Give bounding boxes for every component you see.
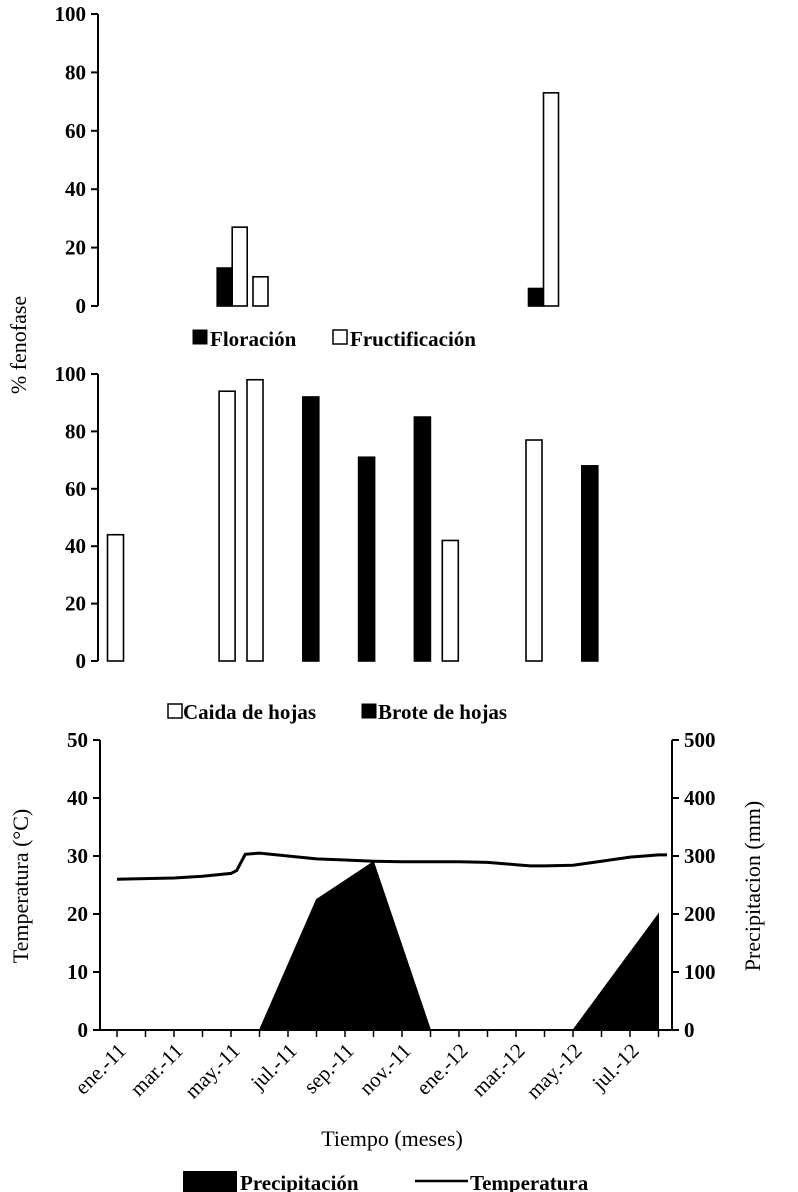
climate-right-tick-label: 0 [684,1018,695,1042]
temperature-line [116,851,668,881]
reproductive-bar-floraci-n-abr.-12 [527,287,545,307]
leaf-y-ticks: 0 20 40 60 80 100 [55,362,98,673]
climate-left-tick-label: 40 [67,786,88,810]
climate-right-ylabel: Precipitacion (mm) [740,801,765,971]
leaf-ytick-label: 100 [55,362,87,386]
legend-caida-swatch [167,703,183,719]
leaf-legend: Caida de hojas Brote de hojas [167,700,507,724]
reproductive-bar-fructificaci-n-jun.-11 [252,275,269,307]
climate-left-tick-label: 50 [67,728,88,752]
leaf-bar-caida-de-hojas-may.-11 [218,390,236,662]
climate-right-tick-label: 300 [684,844,716,868]
leaf-bars [106,378,599,662]
climate-right-ticks: 0 100 200 300 400 500 [672,728,716,1042]
leaf-bar-brote-de-hojas-dic.-11 [413,416,432,662]
climate-right-tick-label: 200 [684,902,716,926]
reproductive-bar-floraci-n-may.-11 [216,267,233,307]
climate-right-tick-label: 100 [684,960,716,984]
reproductive-ytick-label: 40 [65,177,86,201]
climate-x-tick-label: jul.-12 [587,1039,644,1096]
leaf-ytick-label: 0 [76,649,87,673]
reproductive-chart: 0 20 40 60 80 100 [55,2,560,318]
climate-left-tick-label: 20 [67,902,88,926]
climate-x-tick-label: may.-12 [521,1039,586,1104]
shared-ylabel: % fenofase [6,296,31,394]
climate-xlabel: Tiempo (meses) [321,1126,463,1151]
reproductive-bar-fructificaci-n-may.-11 [231,226,248,307]
leaf-bar-caida-de-hojas-jun.-11 [246,378,264,662]
legend-temperatura-label: Temperatura [470,1171,589,1192]
reproductive-ytick-label: 20 [65,236,86,260]
leaf-bar-brote-de-hojas-oct.-11 [357,456,376,662]
legend-caida-label: Caida de hojas [183,700,316,724]
leaf-chart: 0 20 40 60 80 100 [55,362,599,673]
reproductive-legend: Floración Fructificación [192,327,476,351]
legend-fructificacion-swatch [332,329,348,345]
climate-left-tick-label: 10 [67,960,88,984]
legend-fructificacion-label: Fructificación [350,327,476,351]
reproductive-ytick-label: 0 [76,294,87,318]
climate-x-tick-label: mar.-12 [467,1039,530,1102]
leaf-bar-caida-de-hojas-abr.-12 [525,439,543,662]
legend-brote-swatch [361,703,377,719]
leaf-ytick-label: 60 [65,477,86,501]
climate-legend: Precipitación Temperatura [183,1171,589,1192]
legend-brote-label: Brote de hojas [378,700,507,724]
climate-left-tick-label: 30 [67,844,88,868]
reproductive-ytick-label: 60 [65,119,86,143]
climate-left-ticks: 0 10 20 30 40 50 [67,728,100,1042]
reproductive-ytick-label: 80 [65,60,86,84]
climate-x-tick-label: nov.-11 [354,1039,415,1100]
reproductive-y-ticks: 0 20 40 60 80 100 [55,2,98,318]
leaf-ytick-label: 20 [65,592,86,616]
leaf-bar-brote-de-hojas-jun.-12 [580,465,599,662]
legend-precipitacion-swatch [183,1171,237,1192]
climate-left-tick-label: 0 [78,1018,89,1042]
reproductive-bar-fructificaci-n-abr.-12 [542,92,560,307]
leaf-bar-caida-de-hojas-ene.-12 [441,539,460,662]
climate-right-tick-label: 500 [684,728,716,752]
climate-x-tick-label: jul.-11 [245,1039,301,1095]
leaf-bar-brote-de-hojas-ago.-11 [301,396,320,662]
climate-x-tick-label: ene.-11 [70,1039,131,1100]
leaf-ytick-label: 80 [65,419,86,443]
climate-left-ylabel: Temperatura (°C) [8,809,33,963]
reproductive-ytick-label: 100 [55,2,87,26]
reproductive-bars [216,92,560,307]
climate-x-tick-label: sep.-11 [299,1039,359,1099]
leaf-ytick-label: 40 [65,534,86,558]
legend-precipitacion-label: Precipitación [240,1171,359,1192]
climate-x-tick-label: may.-11 [180,1039,245,1104]
climate-x-tick-label: mar.-11 [125,1039,187,1101]
climate-right-tick-label: 400 [684,786,716,810]
legend-floracion-label: Floración [210,327,297,351]
climate-x-tick-label: ene.-12 [411,1039,472,1100]
leaf-bar-caida-de-hojas-ene.-11 [106,533,125,662]
precipitation-area [117,861,659,1031]
legend-floracion-swatch [192,329,208,345]
